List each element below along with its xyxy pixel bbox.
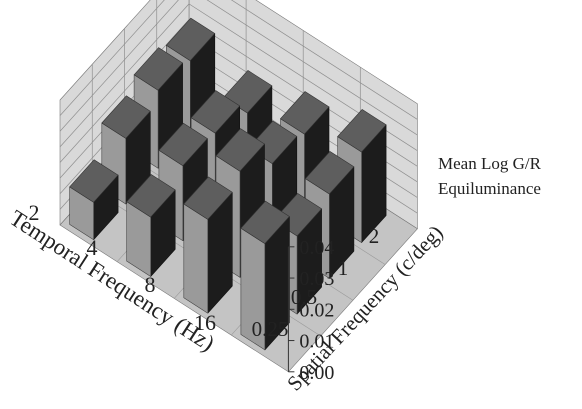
z-tick-label: 0.04 xyxy=(299,237,334,259)
bar-top-face xyxy=(337,109,387,153)
bar-top-face xyxy=(101,95,151,139)
bar-2hz-0.25cdeg xyxy=(69,159,119,241)
y-tick-label: 0.5 xyxy=(291,285,317,309)
bar-top-face xyxy=(69,159,119,203)
bar-16hz-0.25cdeg xyxy=(240,200,290,351)
x-tick-label: 16 xyxy=(194,310,216,335)
bar-4hz-0.25cdeg xyxy=(126,174,176,277)
bar-top-face xyxy=(190,90,240,134)
z-tick-label: 0.03 xyxy=(299,268,334,290)
y-tick-label: 2 xyxy=(369,224,380,248)
bar-top-face xyxy=(215,128,265,172)
z-axis-title-line-1: Mean Log G/R xyxy=(438,154,542,173)
x-tick-label: 4 xyxy=(87,235,98,260)
y-tick-label: 1 xyxy=(338,256,349,280)
z-tick-label: 0.02 xyxy=(299,299,334,321)
x-tick-label: 8 xyxy=(145,272,156,297)
bar-top-face xyxy=(126,174,176,218)
y-tick-label: 0.25 xyxy=(252,317,289,341)
bar-top-face xyxy=(183,176,233,220)
bar-top-face xyxy=(280,91,330,135)
bar-top-face xyxy=(166,17,216,62)
bar-top-face xyxy=(305,151,355,195)
bar-side-face xyxy=(183,203,209,314)
z-tick-label: 0.01 xyxy=(299,331,334,353)
bars xyxy=(69,17,387,351)
bar-top-face xyxy=(240,200,290,244)
bar-8hz-0.25cdeg xyxy=(183,176,233,314)
x-tick-label: 2 xyxy=(29,200,40,225)
bar-2hz-0.5cdeg xyxy=(101,95,151,205)
bar-top-face xyxy=(133,47,183,91)
z-tick-label: 0.00 xyxy=(299,362,334,384)
bar-top-face xyxy=(158,122,208,166)
z-axis-title-line-2: Equiluminance xyxy=(438,179,541,198)
